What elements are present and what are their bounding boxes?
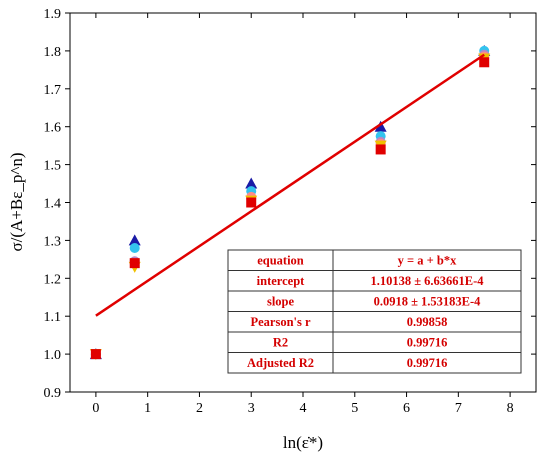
y-tick-label: 1.7 <box>44 83 62 98</box>
x-tick-label: 6 <box>403 401 410 416</box>
x-tick-label: 0 <box>92 401 99 416</box>
fit-table-key: Adjusted R2 <box>247 356 314 370</box>
data-point-square <box>246 197 257 208</box>
data-point-square <box>479 57 490 68</box>
data-point-circle <box>129 242 140 253</box>
data-markers <box>89 44 491 361</box>
fit-table-key: equation <box>257 254 304 268</box>
data-point-square <box>129 258 140 269</box>
y-axis-ticks: 0.9 1.0 1.1 1.2 1.3 1.4 1.5 1.6 1.7 1.8 1.9 <box>44 7 536 401</box>
y-tick-label: 1.0 <box>44 348 62 363</box>
linear-fit-line <box>95 53 485 317</box>
x-tick-label: 7 <box>455 401 462 416</box>
x-axis-ticks: 0 1 2 3 4 5 6 7 8 <box>92 13 514 416</box>
fit-table-value: 0.99716 <box>407 356 448 370</box>
y-tick-label: 1.5 <box>44 159 62 174</box>
fit-table-key: Pearson's r <box>250 315 311 329</box>
data-point-triangle-up <box>245 177 258 189</box>
y-tick-label: 1.4 <box>44 197 62 212</box>
data-point-square <box>375 144 386 155</box>
fit-table-key: intercept <box>257 274 306 288</box>
fit-table-value: 0.99716 <box>407 336 448 350</box>
y-tick-label: 1.2 <box>44 272 62 287</box>
y-tick-label: 1.3 <box>44 234 62 249</box>
fit-results-table: equation y = a + b*x intercept 1.10138 ± 6.… <box>227 249 522 374</box>
fit-table-value: 1.10138 ± 6.63661E-4 <box>370 274 484 288</box>
y-tick-label: 1.9 <box>44 7 62 22</box>
data-point-triangle-up <box>374 120 387 132</box>
fit-table-value: 0.99858 <box>407 315 448 329</box>
x-tick-label: 4 <box>300 401 307 416</box>
fit-line-group <box>95 53 485 317</box>
y-tick-label: 1.1 <box>44 310 62 325</box>
x-tick-label: 2 <box>196 401 203 416</box>
fit-table-value: 0.0918 ± 1.53183E-4 <box>374 295 482 309</box>
data-point-square <box>90 349 101 360</box>
x-tick-label: 1 <box>144 401 151 416</box>
y-tick-label: 0.9 <box>44 386 62 401</box>
x-tick-label: 3 <box>248 401 255 416</box>
y-tick-label: 1.8 <box>44 45 62 60</box>
x-tick-label: 5 <box>351 401 358 416</box>
x-axis-title: ln(ε̇*) <box>283 433 323 452</box>
x-tick-label: 8 <box>507 401 514 416</box>
y-tick-label: 1.6 <box>44 121 62 136</box>
fit-table-value: y = a + b*x <box>398 254 457 268</box>
y-axis-title: σ/(A+Bε_p^n) <box>7 152 26 251</box>
data-point-triangle-up <box>128 234 141 246</box>
fit-table-key: slope <box>267 295 295 309</box>
fit-table-key: R2 <box>273 336 288 350</box>
